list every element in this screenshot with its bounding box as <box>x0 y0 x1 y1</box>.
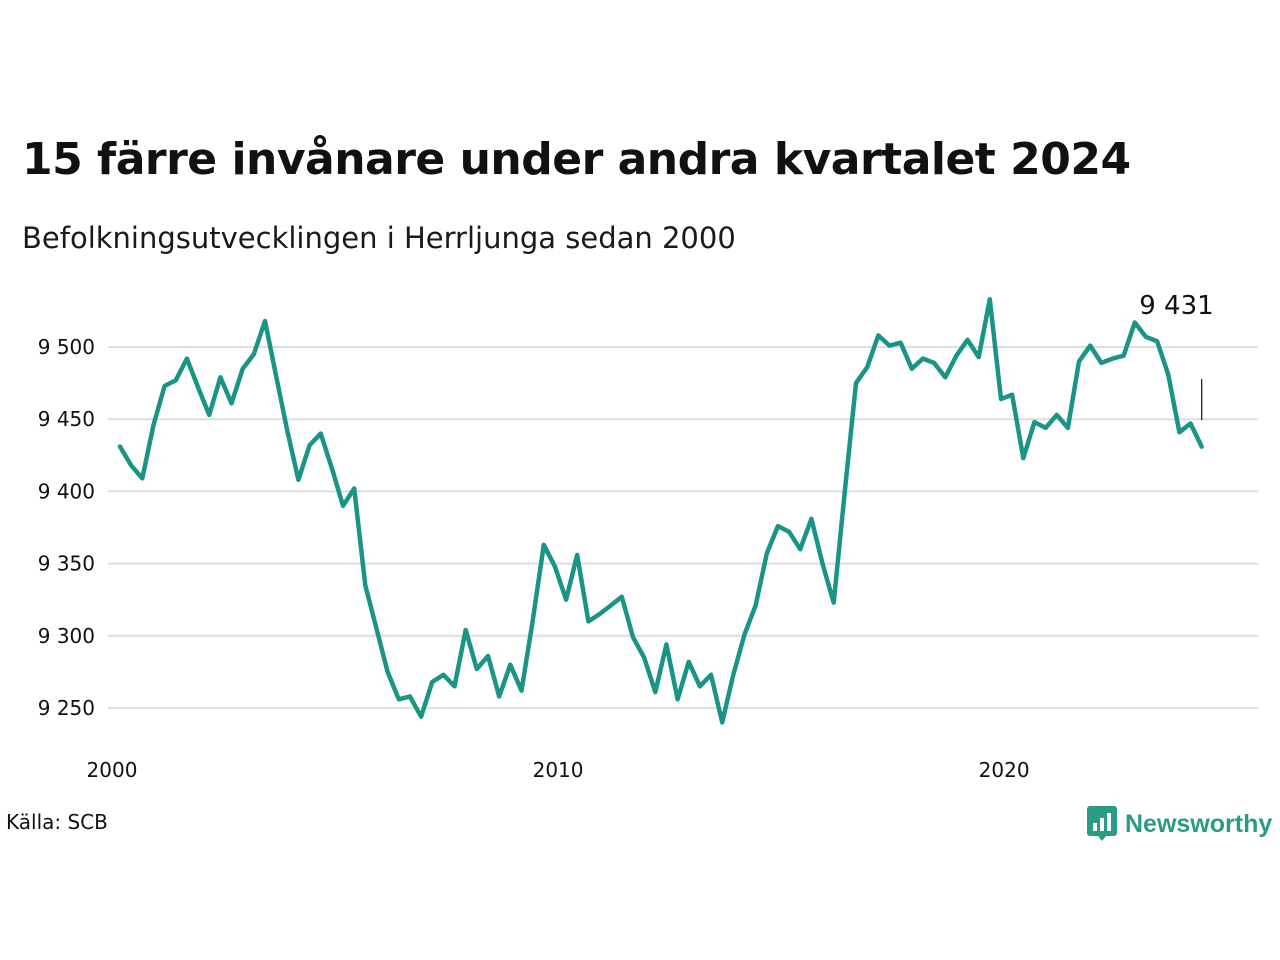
newsworthy-logo: Newsworthy <box>1087 804 1272 844</box>
x-axis-tick-labels: 2000 2010 2020 <box>87 758 1030 782</box>
annotation-layer: 9 431 <box>1139 291 1214 420</box>
y-axis-tick-labels: 9 250 9 300 9 350 9 400 9 450 9 500 <box>38 335 95 720</box>
x-tick-label: 2000 <box>87 758 138 782</box>
source-note: Källa: SCB <box>6 810 108 834</box>
y-tick-label: 9 350 <box>38 552 95 576</box>
annotation-label: 9 431 <box>1139 291 1213 321</box>
grid-lines <box>108 346 1258 709</box>
series-layer <box>117 297 1204 725</box>
newsworthy-logo-icon <box>1087 806 1117 841</box>
y-tick-label: 9 450 <box>38 407 95 431</box>
y-tick-label: 9 400 <box>38 479 95 503</box>
chart-subtitle: Befolkningsutvecklingen i Herrljunga sed… <box>22 221 736 255</box>
y-tick-label: 9 250 <box>38 696 95 720</box>
x-tick-label: 2010 <box>533 758 584 782</box>
newsworthy-logo-text: Newsworthy <box>1125 809 1273 838</box>
y-tick-label: 9 300 <box>38 624 95 648</box>
y-tick-label: 9 500 <box>38 335 95 359</box>
x-tick-label: 2020 <box>979 758 1030 782</box>
series-line <box>117 297 1204 725</box>
chart-title: 15 färre invånare under andra kvartalet … <box>22 134 1131 185</box>
